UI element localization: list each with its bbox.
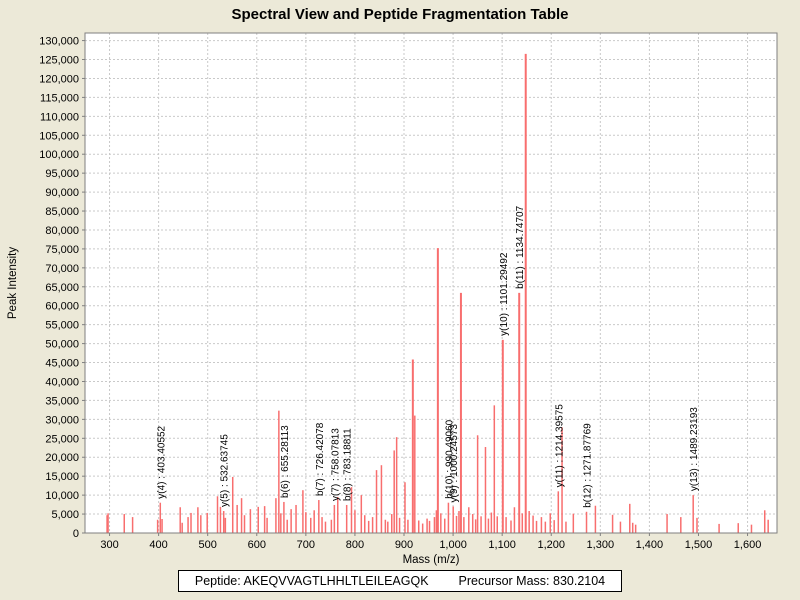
fragment-annotation: y(9) : 1000.24573 bbox=[449, 424, 460, 503]
x-tick-label: 1,400 bbox=[636, 539, 664, 551]
spectrum-peaks bbox=[106, 53, 769, 533]
fragment-annotation: b(11) : 1134.74707 bbox=[515, 205, 526, 288]
x-tick-label: 1,600 bbox=[734, 539, 762, 551]
y-tick-label: 50,000 bbox=[45, 339, 79, 351]
fragment-annotations: y(4) : 403.40552 y(5) : 532.63745 b(6) : 6… bbox=[156, 205, 700, 507]
x-tick-label: 800 bbox=[346, 539, 364, 551]
y-tick-label: 105,000 bbox=[39, 130, 79, 142]
fragment-annotation: y(4) : 403.40552 bbox=[156, 425, 167, 498]
y-tick-label: 100,000 bbox=[39, 149, 79, 161]
x-tick-label: 300 bbox=[100, 539, 118, 551]
plot-background bbox=[85, 33, 777, 533]
fragment-annotation: y(5) : 532.63745 bbox=[220, 434, 231, 507]
y-tick-label: 25,000 bbox=[45, 433, 79, 445]
plot-border bbox=[84, 32, 778, 534]
x-tick-label: 1,200 bbox=[537, 539, 565, 551]
fragment-annotation: b(7) : 726.42078 bbox=[315, 422, 326, 496]
axis-tick-labels: 0 5,000 10,000 15,000 20,000 25,000 30,000 35,0… bbox=[39, 36, 761, 551]
precursor-mass-label: Precursor Mass: 830.2104 bbox=[458, 574, 606, 588]
fragment-annotation: y(10) : 1101.29492 bbox=[499, 252, 510, 336]
x-tick-label: 1,300 bbox=[587, 539, 615, 551]
y-tick-label: 30,000 bbox=[45, 414, 79, 426]
y-tick-label: 20,000 bbox=[45, 452, 79, 464]
x-tick-label: 500 bbox=[199, 539, 217, 551]
x-axis-title: Mass (m/z) bbox=[403, 554, 460, 566]
y-tick-label: 75,000 bbox=[45, 244, 79, 256]
y-tick-label: 90,000 bbox=[45, 187, 79, 199]
footer-row: Peptide: AKEQVVAGTLHHLTLEILEAGQK Precurso… bbox=[0, 570, 800, 592]
y-tick-label: 0 bbox=[73, 528, 79, 540]
y-tick-label: 130,000 bbox=[39, 36, 79, 48]
fragment-annotation: y(13) : 1489.23193 bbox=[689, 407, 700, 491]
y-tick-label: 45,000 bbox=[45, 358, 79, 370]
fragment-annotation: y(7) : 758.07813 bbox=[330, 428, 341, 501]
x-tick-label: 900 bbox=[395, 539, 413, 551]
y-tick-label: 80,000 bbox=[45, 225, 79, 237]
x-tick-label: 1,500 bbox=[685, 539, 713, 551]
fragment-annotation: b(8) : 783.18811 bbox=[343, 428, 354, 501]
y-tick-label: 65,000 bbox=[45, 282, 79, 294]
chart-title: Spectral View and Peptide Fragmentation … bbox=[231, 6, 569, 23]
x-tick-label: 1,000 bbox=[439, 539, 467, 551]
x-tick-label: 600 bbox=[248, 539, 266, 551]
spectrum-svg: y(4) : 403.40552 y(5) : 532.63745 b(6) : 6… bbox=[7, 32, 778, 566]
peptide-sequence-label: Peptide: AKEQVVAGTLHHLTLEILEAGQK bbox=[194, 574, 429, 588]
y-tick-label: 85,000 bbox=[45, 206, 79, 218]
y-tick-label: 120,000 bbox=[39, 73, 79, 85]
axis-ticks bbox=[82, 40, 749, 536]
y-tick-label: 55,000 bbox=[45, 320, 79, 332]
y-tick-label: 35,000 bbox=[45, 395, 79, 407]
peptide-info-box: Peptide: AKEQVVAGTLHHLTLEILEAGQK Precurso… bbox=[177, 570, 623, 592]
y-axis-title: Peak Intensity bbox=[7, 247, 19, 319]
y-tick-label: 60,000 bbox=[45, 301, 79, 313]
fragment-annotation: y(11) : 1214.39575 bbox=[554, 404, 565, 488]
spectrum-chart-plot-area[interactable]: y(4) : 403.40552 y(5) : 532.63745 b(6) : 6… bbox=[0, 0, 800, 573]
y-tick-label: 70,000 bbox=[45, 263, 79, 275]
y-tick-label: 125,000 bbox=[39, 55, 79, 67]
gridlines bbox=[85, 33, 777, 534]
fragment-annotation: b(10) : 990.49060 bbox=[444, 419, 455, 498]
fragment-annotation: b(6) : 655.28113 bbox=[280, 425, 291, 498]
fragment-annotation: b(12) : 1271.87769 bbox=[583, 423, 594, 508]
x-tick-label: 400 bbox=[149, 539, 167, 551]
x-tick-label: 700 bbox=[297, 539, 315, 551]
y-tick-label: 5,000 bbox=[51, 509, 79, 521]
y-tick-label: 40,000 bbox=[45, 376, 79, 388]
y-tick-label: 110,000 bbox=[40, 111, 79, 123]
y-tick-label: 115,000 bbox=[40, 92, 79, 104]
y-tick-label: 10,000 bbox=[45, 490, 79, 502]
x-tick-label: 1,100 bbox=[488, 539, 516, 551]
y-tick-label: 95,000 bbox=[45, 168, 79, 180]
y-tick-label: 15,000 bbox=[45, 471, 79, 483]
